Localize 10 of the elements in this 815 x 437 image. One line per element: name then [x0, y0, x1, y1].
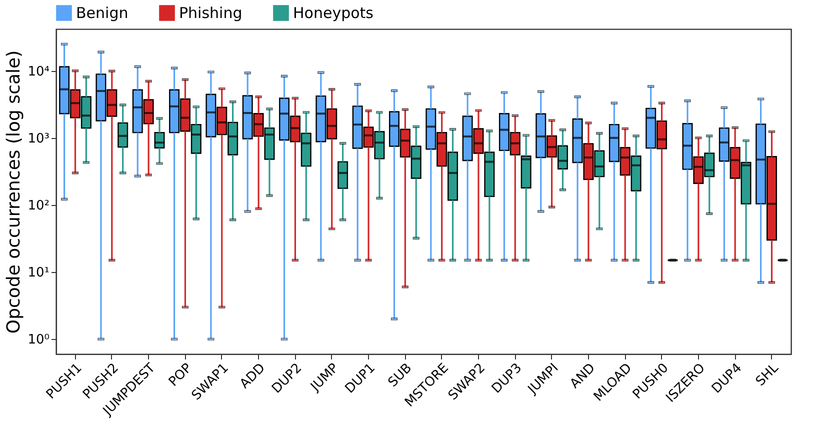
- y-tick-label: 10⁰: [28, 332, 50, 348]
- y-tick-label: 10³: [28, 131, 50, 146]
- y-tick-label: 10¹: [28, 266, 50, 281]
- y-tick-label: 10²: [28, 198, 50, 214]
- x-tick-label: SHL: [753, 360, 782, 390]
- y-axis-title: Opcode occurrences (log scale): [4, 50, 25, 334]
- legend-label: Phishing: [179, 4, 242, 22]
- legend-label: Honeypots: [293, 4, 374, 22]
- legend-label: Benign: [76, 4, 128, 22]
- y-tick-label: 10⁴: [28, 64, 50, 80]
